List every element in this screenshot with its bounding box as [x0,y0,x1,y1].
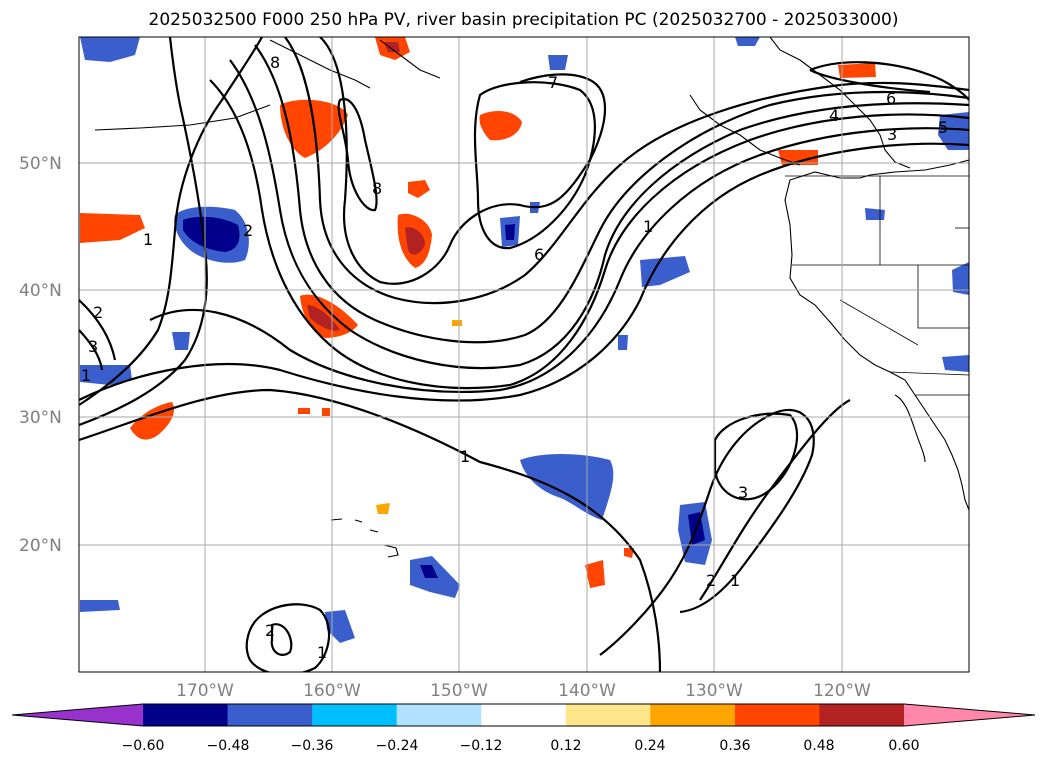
latitude-labels: 50°N 40°N 30°N 20°N [19,154,62,556]
contour-label: 8 [270,53,280,72]
coastlines [94,37,969,558]
colorbar-segment [396,704,482,726]
contour-label: 4 [829,106,839,125]
colorbar-segment [481,704,567,726]
contour-labels: 8 7 6 5 4 3 2 1 1 2 3 1 2 1 6 1 3 2 1 8 [81,53,948,662]
map-title: 2025032500 F000 250 hPa PV, river basin … [148,10,899,30]
contour-label: 3 [887,125,897,144]
colorbar-tick-label: 0.24 [634,738,665,754]
contour-label: 1 [81,366,91,385]
lon-label: 160°W [303,681,361,701]
lat-label: 50°N [19,154,62,174]
longitude-labels: 170°W 160°W 150°W 140°W 130°W 120°W [176,681,871,701]
colorbar-tick-label: 0.48 [803,738,834,754]
contour-label: 3 [88,337,98,356]
colorbar-segment [227,704,313,726]
contour-label: 1 [730,571,740,590]
lat-label: 40°N [19,281,62,301]
colorbar-tick-label: 0.60 [888,738,919,754]
colorbar-segment [650,704,736,726]
contour-label: 2 [706,571,716,590]
lon-label: 140°W [558,681,616,701]
colorbar-tick-label: −0.48 [207,738,250,754]
contour-label: 2 [265,621,275,640]
lat-label: 30°N [19,408,62,428]
colorbar-segment [312,704,398,726]
colorbar-tick-label: −0.12 [460,738,503,754]
colorbar-segment [904,704,1035,726]
plot-frame [78,36,970,673]
colorbar-tick-label: 0.36 [719,738,750,754]
contour-label: 6 [886,89,896,108]
colorbar-tick-label: −0.24 [376,738,419,754]
colorbar-tick-label: −0.60 [122,738,165,754]
contour-label: 5 [938,118,948,137]
contour-label: 1 [317,643,327,662]
colorbar-segment [734,704,820,726]
contour-label: 1 [143,230,153,249]
contour-label: 1 [643,217,653,236]
colorbar-tick-label: −0.36 [291,738,334,754]
colorbar-segment [819,704,905,726]
contour-label: 8 [372,179,382,198]
colorbar-segment [565,704,651,726]
lon-label: 150°W [430,681,488,701]
colorbar-outline [11,703,1036,727]
contour-label: 7 [548,73,558,92]
lon-label: 170°W [176,681,234,701]
lat-label: 20°N [19,536,62,556]
lon-label: 130°W [685,681,743,701]
colorbar-segment [12,704,143,726]
lon-label: 120°W [813,681,871,701]
contour-label: 6 [534,245,544,264]
graticule [79,37,969,672]
contour-label: 2 [93,303,103,322]
colorbar-tick-label: 0.12 [550,738,581,754]
contour-label: 1 [460,447,470,466]
colorbar-tick-labels: −0.60 −0.48 −0.36 −0.24 −0.12 0.12 0.24 … [122,738,920,754]
plot-area [79,37,969,672]
colorbar [11,703,1036,727]
colorbar-segment [143,704,229,726]
political-borders [785,175,969,396]
contour-label: 2 [243,221,253,240]
contour-label: 3 [738,483,748,502]
